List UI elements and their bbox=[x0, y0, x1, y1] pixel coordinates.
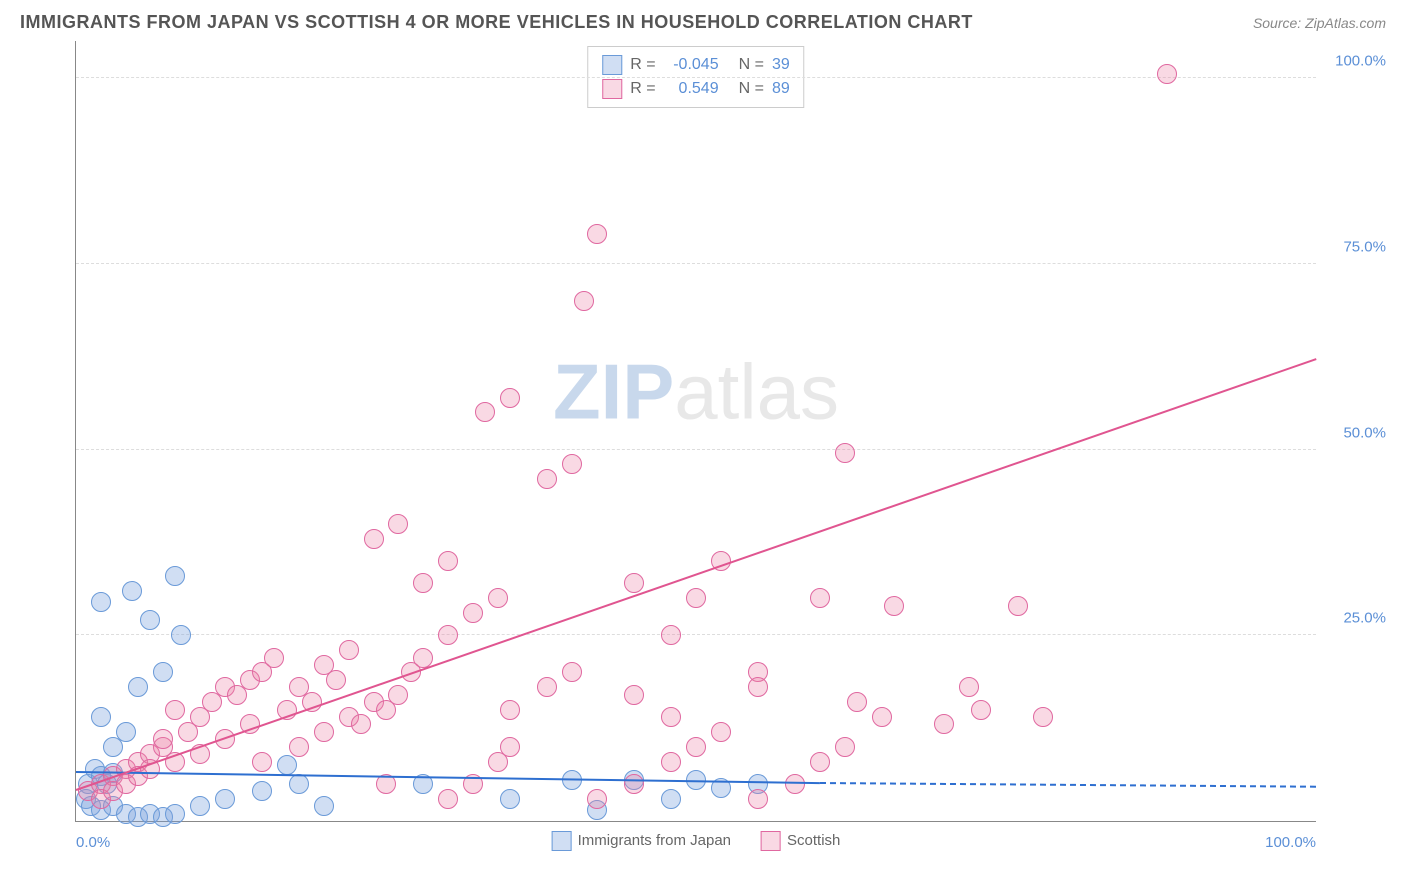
y-tick-label: 75.0% bbox=[1343, 238, 1386, 255]
data-point bbox=[624, 685, 644, 705]
data-point bbox=[388, 514, 408, 534]
y-tick-label: 50.0% bbox=[1343, 424, 1386, 441]
data-point bbox=[624, 774, 644, 794]
data-point bbox=[537, 677, 557, 697]
data-point bbox=[153, 729, 173, 749]
y-tick-label: 100.0% bbox=[1335, 53, 1386, 70]
data-point bbox=[475, 402, 495, 422]
data-point bbox=[934, 714, 954, 734]
source-label: Source: ZipAtlas.com bbox=[1253, 15, 1386, 31]
grid-line bbox=[76, 449, 1316, 450]
data-point bbox=[463, 603, 483, 623]
legend-item: Immigrants from Japan bbox=[552, 831, 731, 851]
data-point bbox=[91, 707, 111, 727]
data-point bbox=[587, 789, 607, 809]
data-point bbox=[500, 737, 520, 757]
data-point bbox=[686, 588, 706, 608]
data-point bbox=[314, 796, 334, 816]
data-point bbox=[215, 789, 235, 809]
data-point bbox=[351, 714, 371, 734]
data-point bbox=[624, 573, 644, 593]
data-point bbox=[252, 752, 272, 772]
data-point bbox=[835, 443, 855, 463]
trend-line bbox=[76, 771, 820, 784]
data-point bbox=[488, 588, 508, 608]
data-point bbox=[500, 700, 520, 720]
data-point bbox=[339, 640, 359, 660]
data-point bbox=[810, 588, 830, 608]
data-point bbox=[661, 789, 681, 809]
legend-row: R =-0.045N =39 bbox=[602, 53, 789, 77]
trend-line bbox=[820, 782, 1316, 788]
data-point bbox=[748, 677, 768, 697]
data-point bbox=[128, 677, 148, 697]
legend-row: R =0.549N =89 bbox=[602, 77, 789, 101]
data-point bbox=[587, 224, 607, 244]
grid-line bbox=[76, 634, 1316, 635]
data-point bbox=[140, 610, 160, 630]
data-point bbox=[91, 592, 111, 612]
data-point bbox=[835, 737, 855, 757]
data-point bbox=[810, 752, 830, 772]
data-point bbox=[661, 707, 681, 727]
data-point bbox=[364, 529, 384, 549]
data-point bbox=[537, 469, 557, 489]
chart-header: IMMIGRANTS FROM JAPAN VS SCOTTISH 4 OR M… bbox=[0, 0, 1406, 41]
chart-title: IMMIGRANTS FROM JAPAN VS SCOTTISH 4 OR M… bbox=[20, 12, 973, 33]
data-point bbox=[165, 804, 185, 824]
data-point bbox=[1008, 596, 1028, 616]
data-point bbox=[438, 625, 458, 645]
data-point bbox=[1033, 707, 1053, 727]
data-point bbox=[500, 789, 520, 809]
data-point bbox=[562, 454, 582, 474]
data-point bbox=[661, 625, 681, 645]
data-point bbox=[171, 625, 191, 645]
x-tick-label: 0.0% bbox=[76, 834, 110, 851]
data-point bbox=[438, 551, 458, 571]
grid-line bbox=[76, 77, 1316, 78]
data-point bbox=[500, 388, 520, 408]
data-point bbox=[1157, 64, 1177, 84]
data-point bbox=[413, 573, 433, 593]
data-point bbox=[165, 566, 185, 586]
data-point bbox=[661, 752, 681, 772]
data-point bbox=[289, 774, 309, 794]
data-point bbox=[264, 648, 284, 668]
data-point bbox=[971, 700, 991, 720]
data-point bbox=[711, 722, 731, 742]
data-point bbox=[252, 781, 272, 801]
data-point bbox=[289, 737, 309, 757]
data-point bbox=[116, 722, 136, 742]
data-point bbox=[574, 291, 594, 311]
y-tick-label: 25.0% bbox=[1343, 610, 1386, 627]
data-point bbox=[153, 662, 173, 682]
x-tick-label: 100.0% bbox=[1265, 834, 1316, 851]
data-point bbox=[847, 692, 867, 712]
data-point bbox=[686, 737, 706, 757]
data-point bbox=[165, 700, 185, 720]
data-point bbox=[748, 789, 768, 809]
data-point bbox=[884, 596, 904, 616]
grid-line bbox=[76, 263, 1316, 264]
data-point bbox=[122, 581, 142, 601]
data-point bbox=[277, 755, 297, 775]
trend-line bbox=[76, 358, 1317, 791]
data-point bbox=[959, 677, 979, 697]
data-point bbox=[562, 662, 582, 682]
data-point bbox=[326, 670, 346, 690]
watermark: ZIPatlas bbox=[553, 347, 839, 438]
data-point bbox=[314, 722, 334, 742]
legend-item: Scottish bbox=[761, 831, 840, 851]
plot-area: ZIPatlas R =-0.045N =39R =0.549N =89 Imm… bbox=[75, 41, 1316, 822]
data-point bbox=[872, 707, 892, 727]
data-point bbox=[388, 685, 408, 705]
data-point bbox=[190, 796, 210, 816]
legend-series: Immigrants from Japan Scottish bbox=[552, 831, 841, 851]
data-point bbox=[438, 789, 458, 809]
